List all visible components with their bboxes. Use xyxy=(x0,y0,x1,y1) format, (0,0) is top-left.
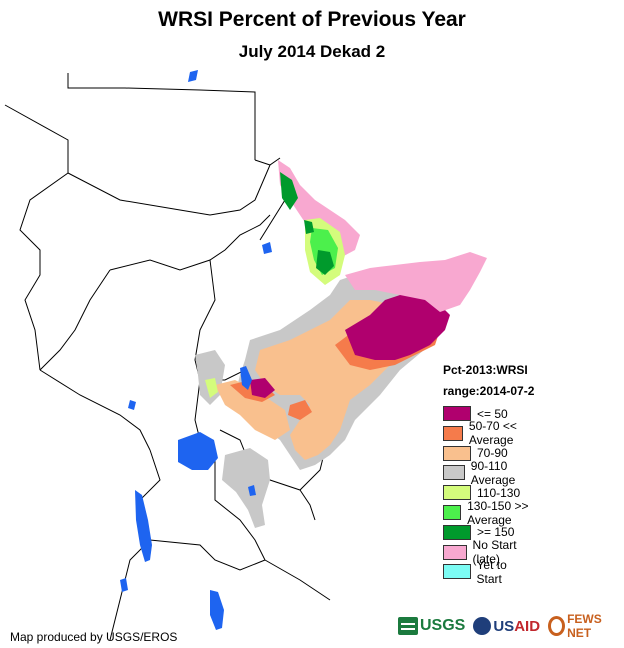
legend-label: Yet to Start xyxy=(476,557,507,586)
legend-item: 130-150 >> Average xyxy=(443,499,534,527)
legend-swatch xyxy=(443,485,471,501)
legend-item: >= 150 xyxy=(443,524,514,541)
legend-label: 70-90 xyxy=(477,446,508,461)
legend-label: <= 50 xyxy=(477,406,508,421)
legend-title-1: Pct-2013:WRSI xyxy=(443,363,528,377)
water-bodies xyxy=(120,70,272,630)
legend-label: No Start (late) xyxy=(472,538,517,567)
border-egypt-sudan xyxy=(67,73,256,160)
legend-title-2: range:2014-07-2 xyxy=(443,384,535,398)
legend-item: <= 50 xyxy=(443,405,508,422)
legend-swatch xyxy=(443,564,471,580)
class-tan-west xyxy=(215,380,290,440)
legend-item: 90-110 Average xyxy=(443,459,534,487)
legend-label: 130-150 >> Average xyxy=(467,498,529,527)
class-magenta xyxy=(345,295,450,360)
legend-item: Yet to Start xyxy=(443,558,534,586)
class-darkgreen xyxy=(280,172,298,210)
map-legend: Pct-2013:WRSI range:2014-07-2 <= 50 50-70… xyxy=(443,360,535,586)
border-tanzania-west xyxy=(109,449,161,641)
border-uganda-kenya xyxy=(194,379,266,561)
class-gray-kenya xyxy=(222,448,270,528)
lake-victoria xyxy=(178,432,218,470)
legend-label: >= 150 xyxy=(477,525,515,540)
class-pink-horn xyxy=(345,252,487,312)
legend-item: 50-70 << Average xyxy=(443,419,534,447)
wrsi-raster xyxy=(195,160,487,528)
legend-label: 90-110 Average xyxy=(470,458,516,487)
border-west xyxy=(4,104,69,371)
border-sudan-south xyxy=(109,214,271,271)
border-drc xyxy=(39,369,151,451)
credit-text: Map produced by USGS/EROS xyxy=(10,630,178,644)
legend-swatch xyxy=(443,524,471,540)
legend-label: 50-70 << Average xyxy=(468,419,517,448)
usgs-mark-icon xyxy=(398,617,418,635)
legend-swatch xyxy=(443,445,471,461)
usaid-logo-text: USAID xyxy=(493,617,541,635)
map-title: WRSI Percent of Previous Year xyxy=(158,8,466,31)
legend-swatch xyxy=(443,406,471,421)
legend-swatch xyxy=(443,505,462,520)
usgs-logo: USGS xyxy=(398,617,465,635)
legend-swatch xyxy=(443,544,467,560)
lake-malawi xyxy=(210,590,224,630)
logo-bar: USGS USAID FEWS NET xyxy=(398,612,624,640)
legend-item: No Start (late) xyxy=(443,538,534,566)
map-subtitle: July 2014 Dekad 2 xyxy=(238,42,386,61)
legend-label: 110-130 xyxy=(477,485,521,500)
legend-item: 110-130 xyxy=(443,484,520,501)
legend-swatch xyxy=(443,425,463,441)
fews-seal-icon xyxy=(548,616,566,636)
lake-tanganyika xyxy=(135,490,152,562)
usaid-seal-icon xyxy=(473,617,492,635)
border-sudan-north xyxy=(67,157,281,216)
legend-item: 70-90 xyxy=(443,445,508,462)
legend-swatch xyxy=(443,465,465,481)
fews-logo: FEWS NET xyxy=(548,612,616,640)
usaid-logo: USAID xyxy=(473,617,540,635)
usgs-logo-text: USGS xyxy=(420,617,466,634)
fews-logo-text: FEWS NET xyxy=(567,612,602,640)
